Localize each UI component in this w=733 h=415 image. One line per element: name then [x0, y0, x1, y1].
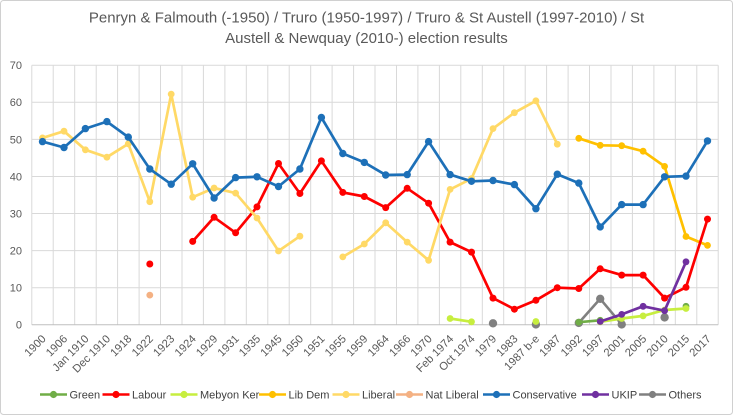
svg-text:60: 60 [10, 97, 22, 109]
svg-text:0: 0 [16, 320, 22, 332]
svg-text:Austell & Newquay (2010-) elec: Austell & Newquay (2010-) election resul… [225, 30, 508, 47]
svg-text:Nat Liberal: Nat Liberal [426, 389, 479, 401]
svg-text:UKIP: UKIP [612, 389, 638, 401]
svg-text:10: 10 [10, 283, 22, 295]
svg-text:Labour: Labour [132, 389, 167, 401]
svg-text:70: 70 [10, 60, 22, 72]
svg-text:Conservative: Conservative [513, 389, 577, 401]
svg-text:Green: Green [70, 389, 101, 401]
svg-text:Penryn & Falmouth (-1950) / Tr: Penryn & Falmouth (-1950) / Truro (1950-… [89, 10, 645, 27]
svg-text:40: 40 [10, 171, 22, 183]
svg-text:30: 30 [10, 208, 22, 220]
svg-text:20: 20 [10, 246, 22, 258]
svg-text:Lib Dem: Lib Dem [289, 389, 330, 401]
svg-text:Others: Others [669, 389, 703, 401]
svg-text:Liberal: Liberal [362, 389, 395, 401]
svg-text:Mebyon Ker: Mebyon Ker [200, 389, 260, 401]
svg-text:50: 50 [10, 134, 22, 146]
